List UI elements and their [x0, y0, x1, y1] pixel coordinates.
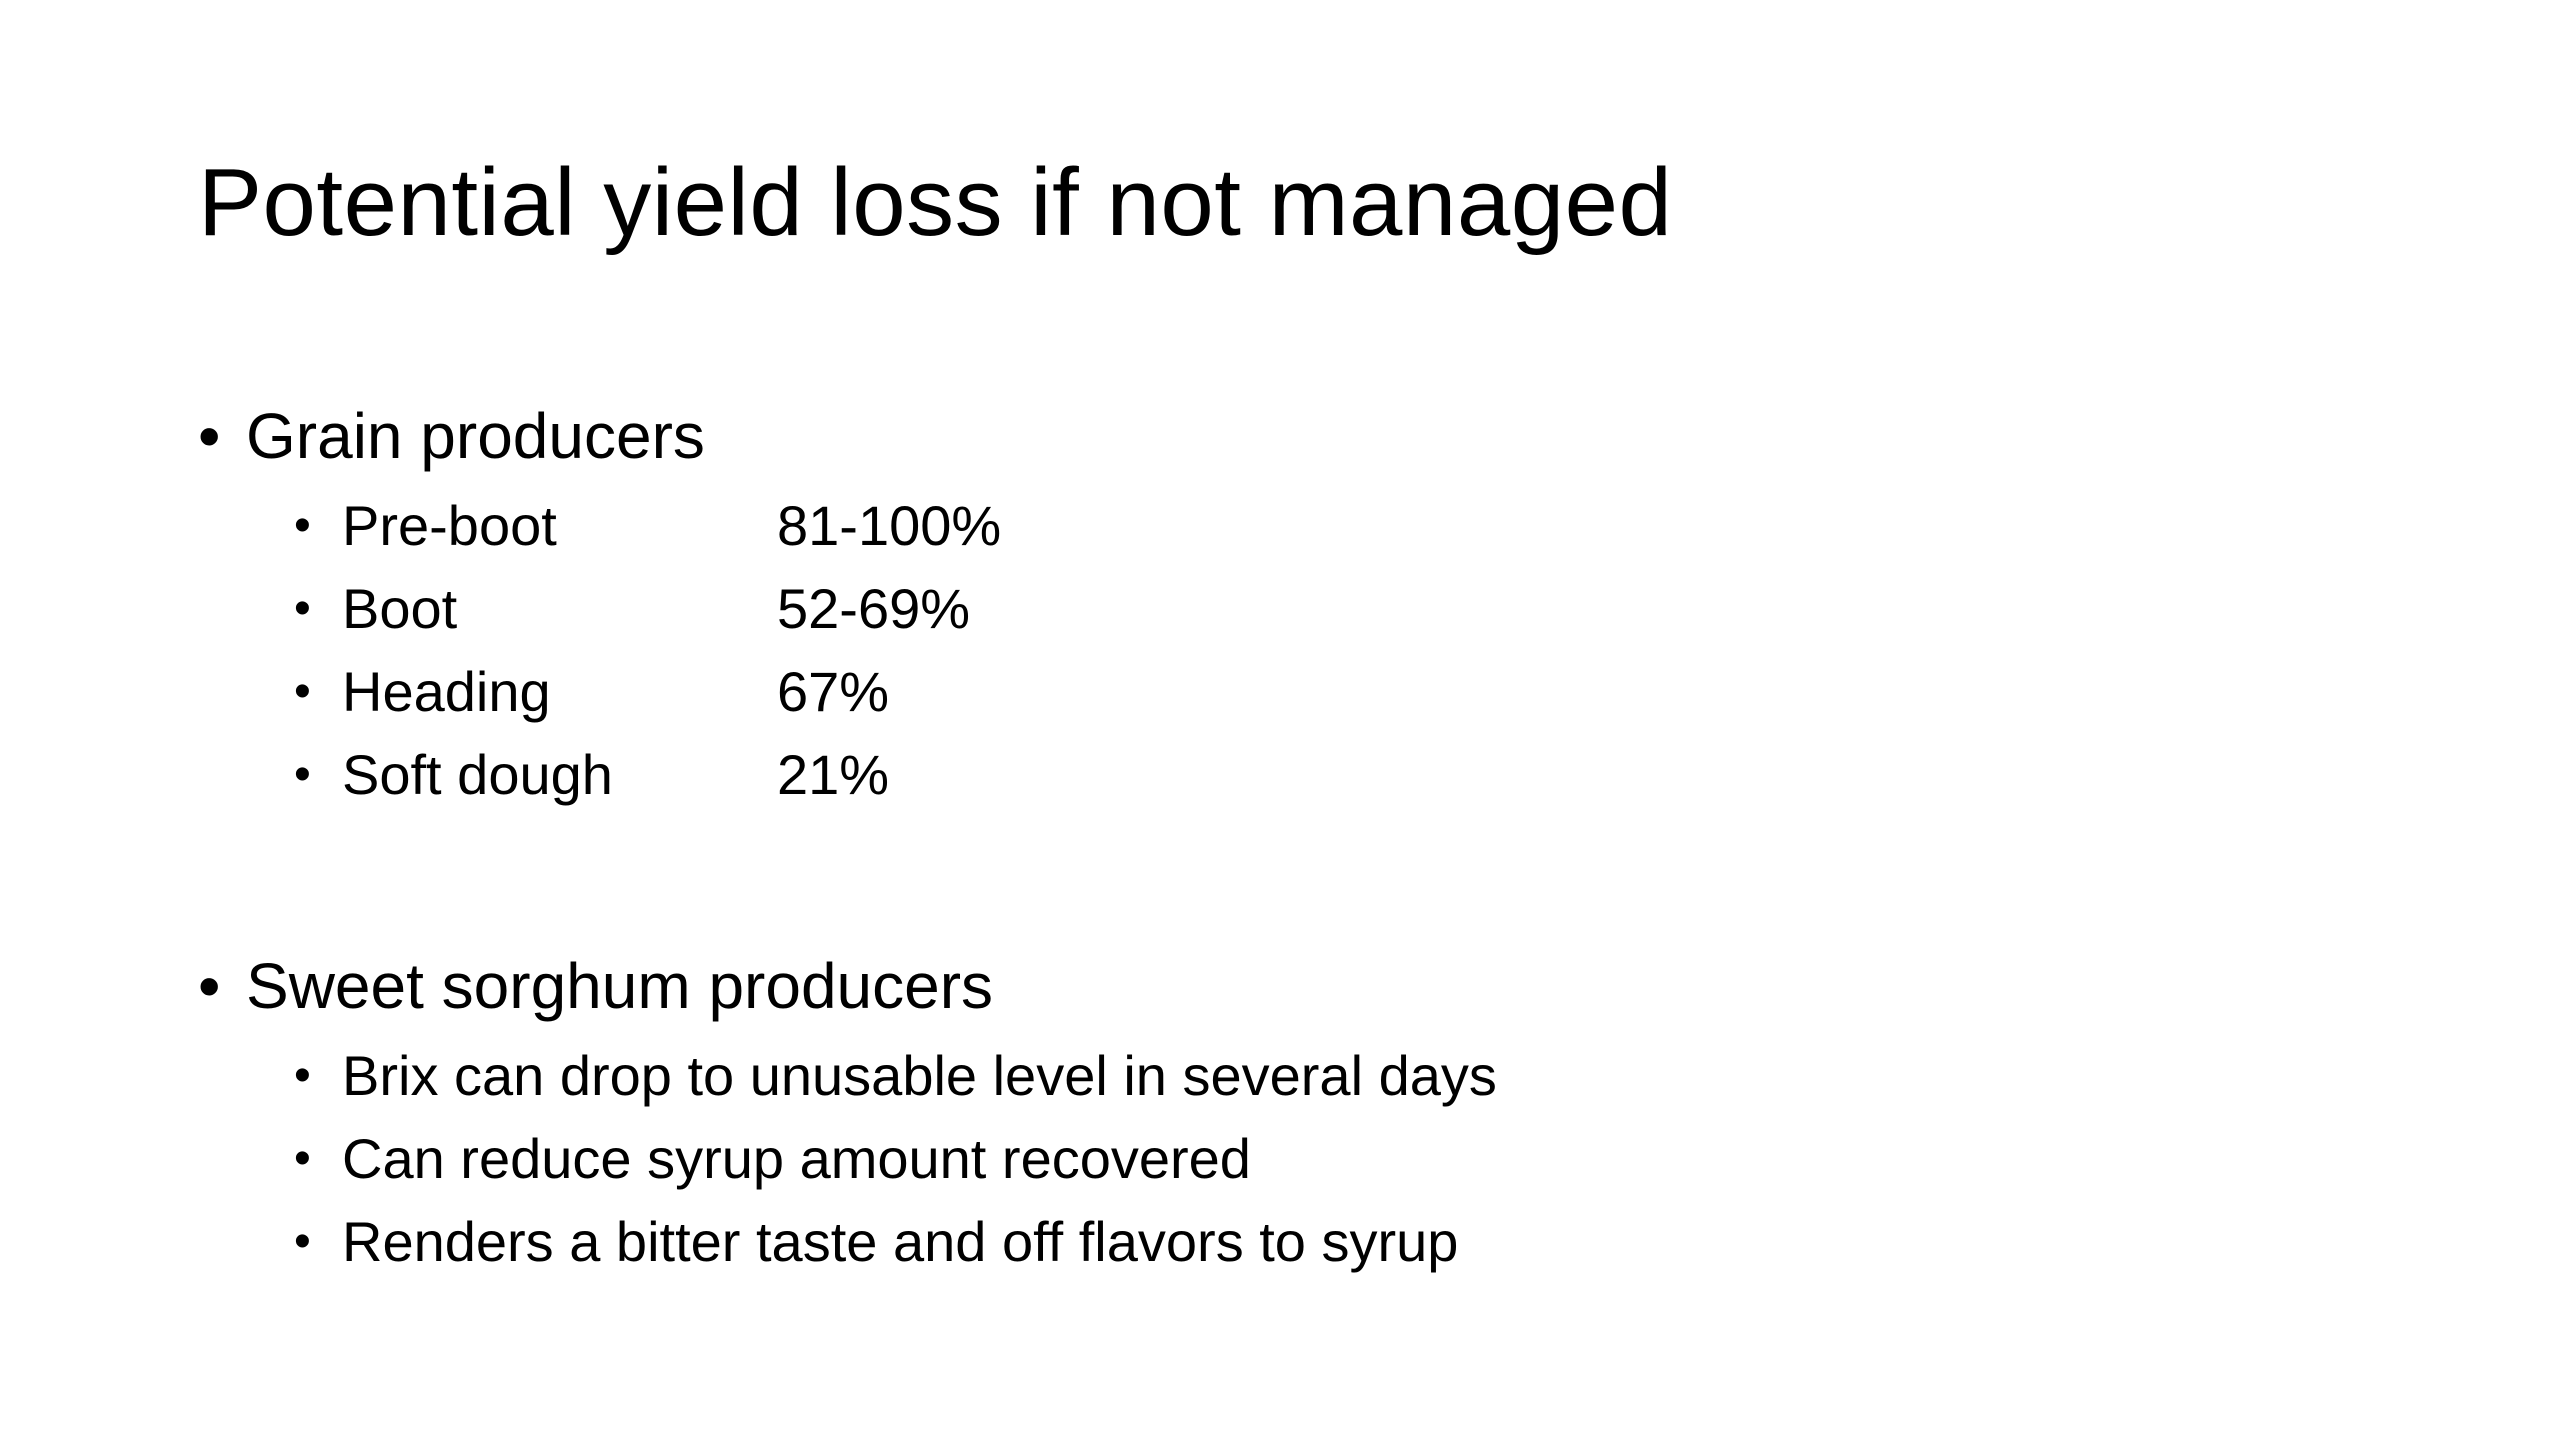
yield-loss-value: 67%	[777, 660, 890, 723]
grain-stage-list: • Pre-boot 81-100% • Boot 52-69% • Heading…	[198, 484, 2398, 816]
stage-label: Pre-boot	[342, 494, 557, 557]
list-item-text: Brix can drop to unusable level in sever…	[342, 1044, 1497, 1107]
slide-title: Potential yield loss if not managed	[198, 149, 1673, 256]
yield-loss-value: 81-100%	[777, 494, 1002, 557]
bullet-sweet-sorghum-producers: • Sweet sorghum producers	[198, 942, 2398, 1030]
bullet-icon: •	[294, 665, 311, 718]
stage-row-boot: • Boot 52-69%	[198, 567, 2398, 650]
stage-row-pre-boot: • Pre-boot 81-100%	[198, 484, 2398, 567]
bullet-icon: •	[294, 748, 311, 801]
stage-label: Heading	[342, 660, 551, 723]
list-item: • Brix can drop to unusable level in sev…	[198, 1034, 2398, 1117]
list-item: • Renders a bitter taste and off flavors…	[198, 1200, 2398, 1283]
bullet-icon: •	[294, 1049, 311, 1102]
stage-label: Boot	[342, 577, 458, 640]
bullet-icon: •	[198, 950, 221, 1022]
bullet-icon: •	[198, 400, 221, 472]
list-item-text: Can reduce syrup amount recovered	[342, 1127, 1251, 1190]
yield-loss-value: 21%	[777, 743, 890, 806]
bullet-grain-producers: • Grain producers	[198, 392, 2398, 480]
stage-row-soft-dough: • Soft dough 21%	[198, 733, 2398, 816]
list-item: • Can reduce syrup amount recovered	[198, 1117, 2398, 1200]
section-heading: Sweet sorghum producers	[246, 950, 994, 1022]
sweet-sorghum-list: • Brix can drop to unusable level in sev…	[198, 1034, 2398, 1283]
bullet-icon: •	[294, 1215, 311, 1268]
yield-loss-value: 52-69%	[777, 577, 971, 640]
stage-label: Soft dough	[342, 743, 613, 806]
stage-row-heading: • Heading 67%	[198, 650, 2398, 733]
bullet-icon: •	[294, 499, 311, 552]
list-item-text: Renders a bitter taste and off flavors t…	[342, 1210, 1459, 1273]
bullet-icon: •	[294, 1132, 311, 1185]
bullet-icon: •	[294, 582, 311, 635]
section-heading: Grain producers	[246, 400, 705, 472]
sweet-sorghum-section: • Sweet sorghum producers • Brix can dro…	[198, 942, 2398, 1283]
grain-producers-section: • Grain producers • Pre-boot 81-100% • Bo…	[198, 392, 2398, 816]
